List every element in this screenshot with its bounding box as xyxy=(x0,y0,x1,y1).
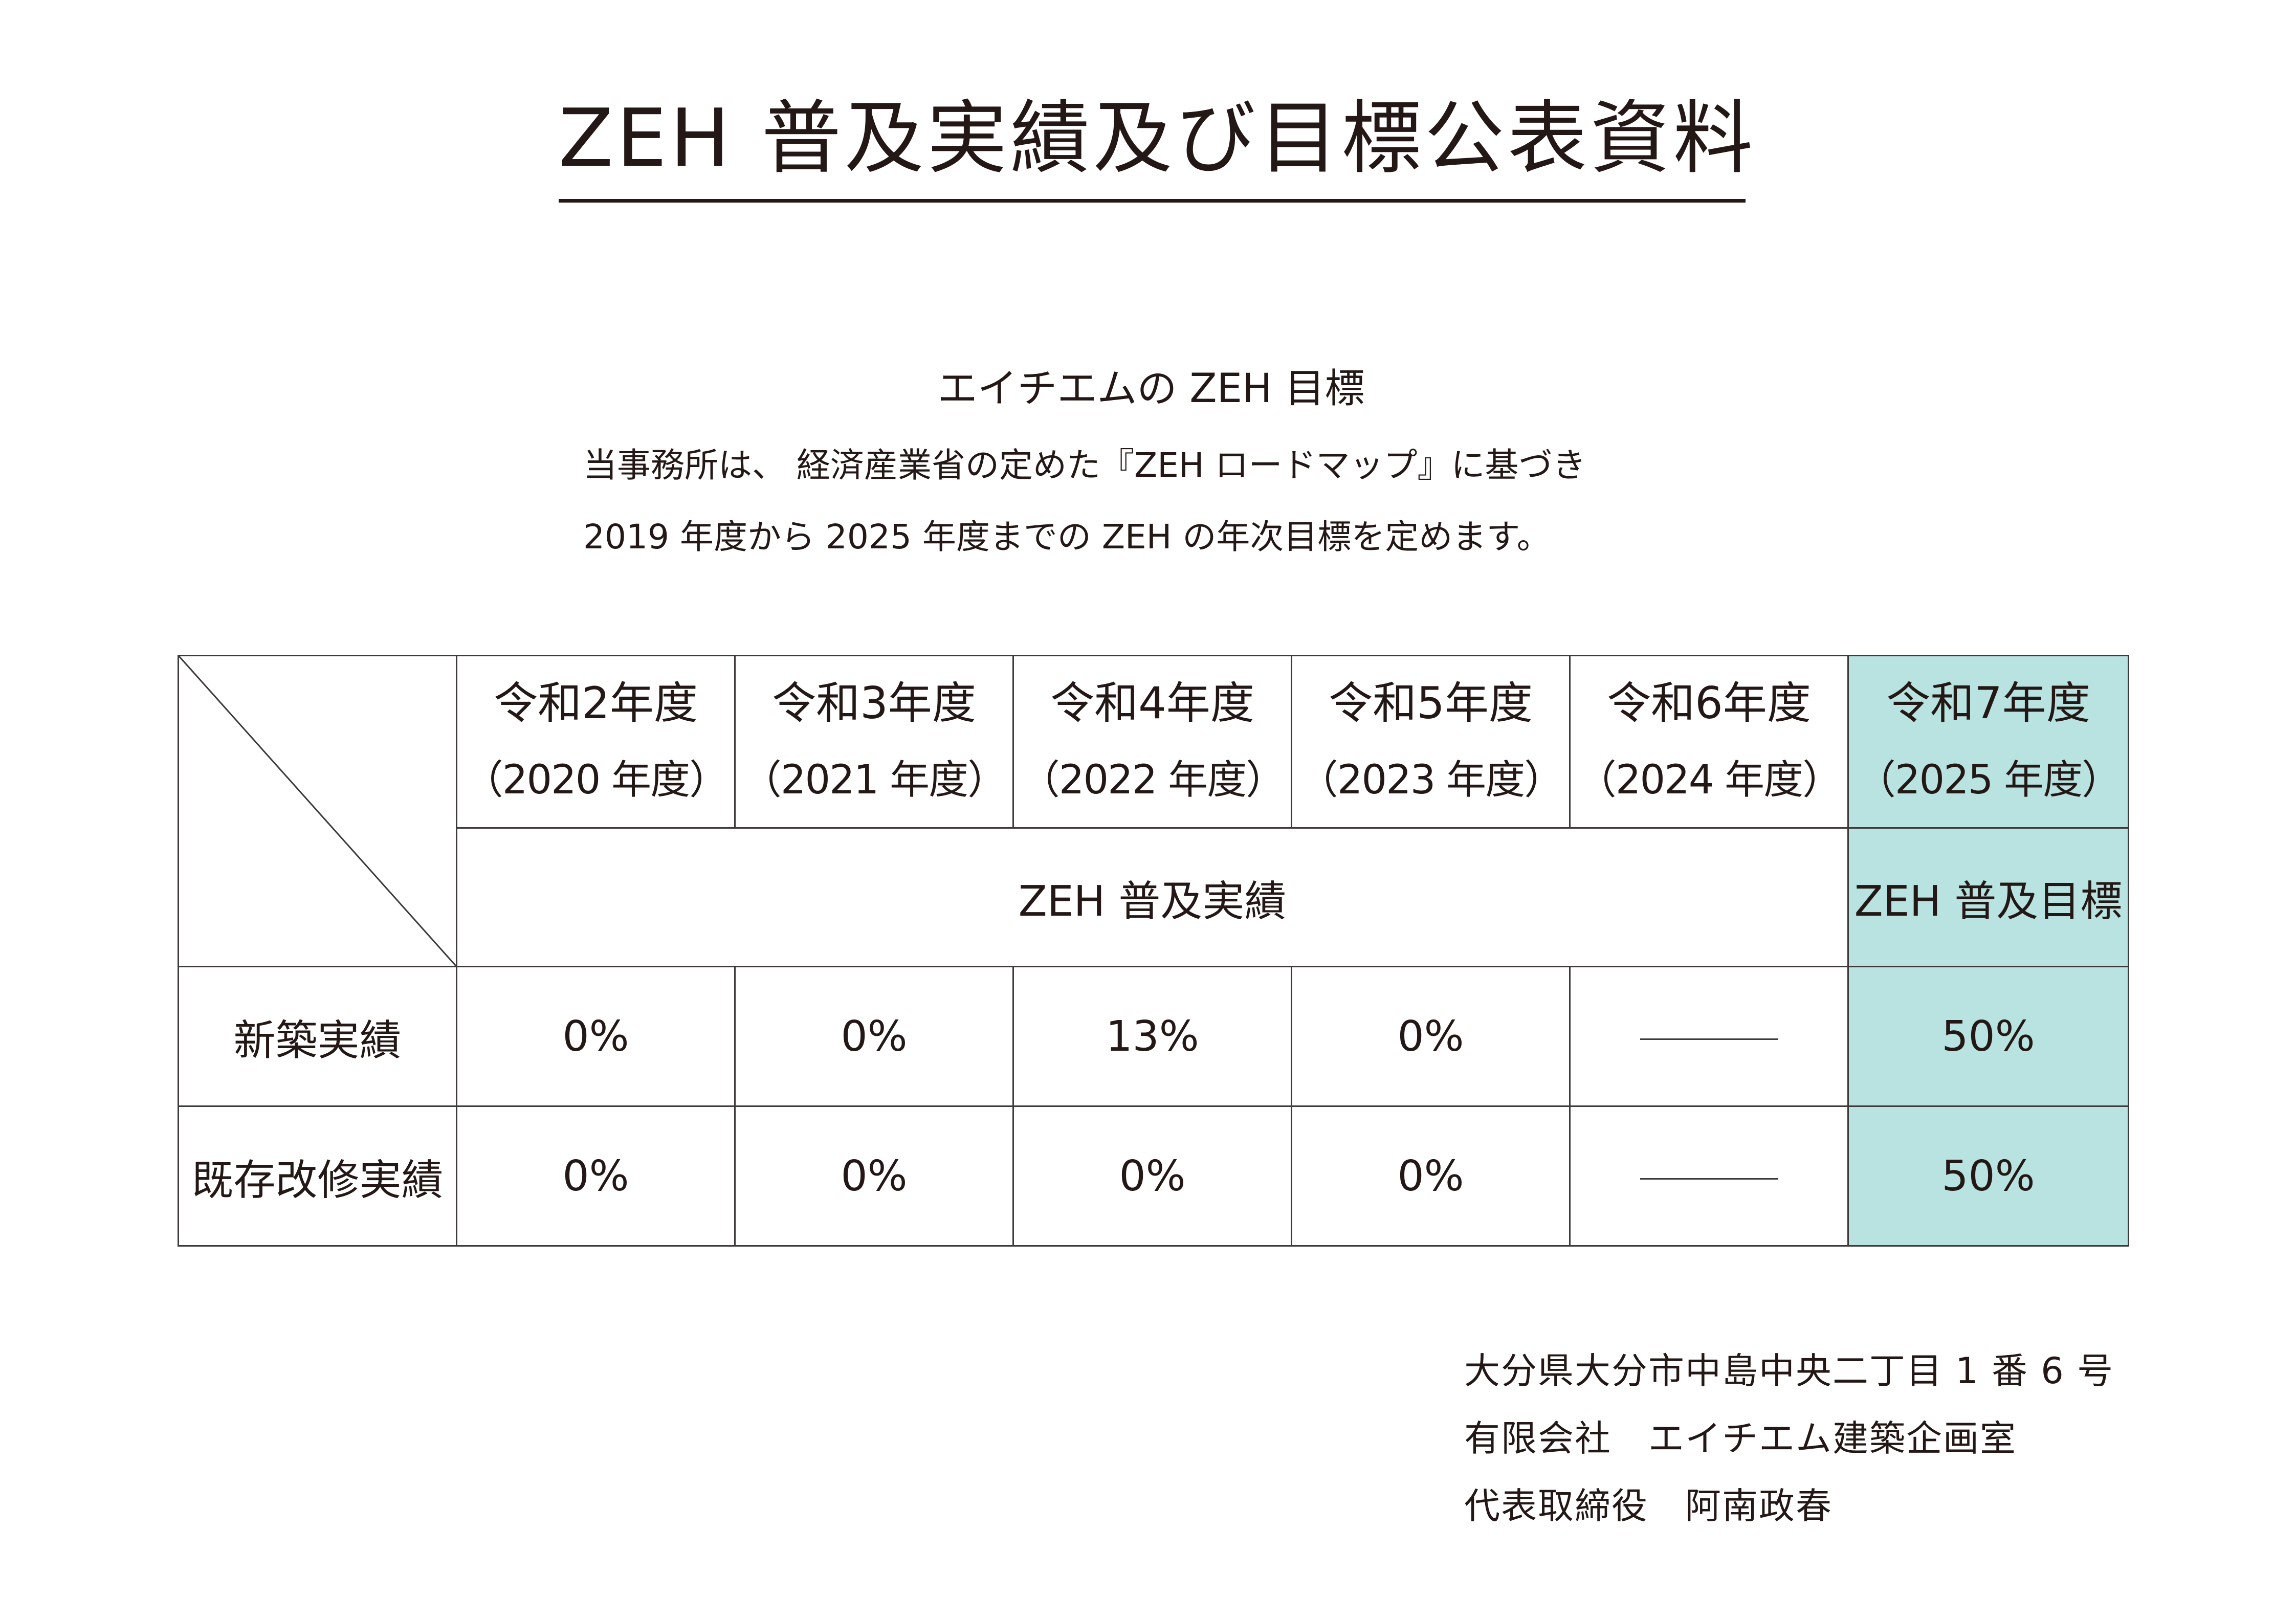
value-cell: 0% xyxy=(1012,1105,1292,1247)
year-ad-label: （2020 年度） xyxy=(463,757,729,803)
representative-name: 代表取締役 阿南政春 xyxy=(1464,1485,1833,1527)
title-underline xyxy=(559,199,1746,203)
empty-value-cell xyxy=(1569,966,1849,1107)
value-cell: 0% xyxy=(1291,1105,1571,1247)
year-ad-label: （2025 年度） xyxy=(1856,757,2122,803)
year-era-label: 令和5年度 xyxy=(1329,678,1533,729)
company-name: 有限会社 エイチエム建築企画室 xyxy=(1464,1417,2017,1459)
year-header-cell: 令和4年度 （2022 年度） xyxy=(1012,655,1292,829)
no-data-dash xyxy=(1640,1178,1778,1180)
row-label: 新築実績 xyxy=(178,966,457,1107)
year-ad-label: （2022 年度） xyxy=(1020,757,1286,803)
document-title: ZEH 普及実績及び目標公表資料 xyxy=(559,92,1756,185)
intro-text-line-1: 当事務所は、 経済産業省の定めた『ZEH ロードマップ』に基づき xyxy=(583,446,1586,485)
target-value-cell: 50% xyxy=(1847,1105,2129,1247)
value-cell: 0% xyxy=(456,1105,736,1247)
year-era-label: 令和7年度 xyxy=(1886,678,2090,729)
results-label-cell: ZEH 普及実績 xyxy=(456,827,1849,967)
diagonal-line xyxy=(179,656,456,966)
value-cell: 0% xyxy=(1291,966,1571,1107)
year-ad-label: （2021 年度） xyxy=(741,757,1007,803)
corner-diagonal-cell xyxy=(178,655,457,967)
year-header-cell: 令和2年度 （2020 年度） xyxy=(456,655,736,829)
company-address: 大分県大分市中島中央二丁目 1 番 6 号 xyxy=(1464,1350,2114,1392)
year-era-label: 令和3年度 xyxy=(772,678,976,729)
year-header-cell: 令和6年度 （2024 年度） xyxy=(1569,655,1849,829)
target-value-cell: 50% xyxy=(1847,966,2129,1107)
no-data-dash xyxy=(1640,1038,1778,1040)
year-era-label: 令和4年度 xyxy=(1050,678,1254,729)
table-header-row-kind: ZEH 普及実績 ZEH 普及目標 xyxy=(179,827,2129,967)
target-label-cell: ZEH 普及目標 xyxy=(1847,827,2129,967)
zeh-table: 令和2年度 （2020 年度） 令和3年度 （2021 年度） 令和4年度 （2… xyxy=(178,655,2129,1247)
empty-value-cell xyxy=(1569,1105,1849,1247)
table-header-row-years: 令和2年度 （2020 年度） 令和3年度 （2021 年度） 令和4年度 （2… xyxy=(178,655,2129,967)
row-label: 既存改修実績 xyxy=(178,1105,457,1247)
value-cell: 0% xyxy=(456,966,736,1107)
value-cell: 0% xyxy=(734,1105,1014,1247)
year-ad-label: （2023 年度） xyxy=(1298,757,1564,803)
year-header-cell: 令和5年度 （2023 年度） xyxy=(1291,655,1571,829)
table-row-new-build: 新築実績 0% 0% 13% 0% 50% xyxy=(178,966,2129,1107)
value-cell: 0% xyxy=(734,966,1014,1107)
year-ad-label: （2024 年度） xyxy=(1576,757,1842,803)
year-era-label: 令和2年度 xyxy=(494,678,698,729)
year-header-cell: 令和3年度 （2021 年度） xyxy=(734,655,1014,829)
intro-text-line-2: 2019 年度から 2025 年度までの ZEH の年次目標を定めます。 xyxy=(583,517,1551,557)
table-row-renovation: 既存改修実績 0% 0% 0% 0% 50% xyxy=(178,1105,2129,1247)
goal-heading: エイチエムの ZEH 目標 xyxy=(937,366,1365,412)
year-era-label: 令和6年度 xyxy=(1607,678,1811,729)
target-year-header-cell: 令和7年度 （2025 年度） xyxy=(1847,655,2129,829)
value-cell: 13% xyxy=(1012,966,1292,1107)
